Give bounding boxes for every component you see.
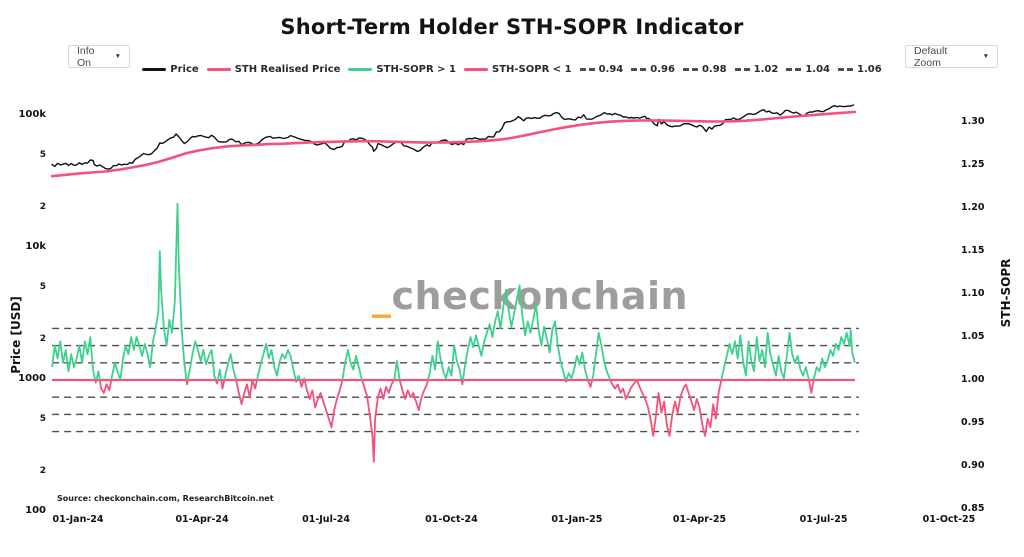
legend-label: 0.96	[650, 64, 675, 75]
left-axis-tick-10k: 10k	[25, 241, 46, 252]
legend-label: 0.94	[598, 64, 624, 75]
right-axis-tick-1.25: 1.25	[961, 159, 985, 170]
left-axis-tick-1000: 1000	[18, 373, 46, 384]
legend-item-0-94[interactable]: 0.94	[579, 64, 624, 75]
legend-dash-swatch	[786, 68, 802, 71]
left-axis-tick-100: 100	[25, 505, 46, 516]
chevron-down-icon: ▼	[114, 53, 121, 60]
legend-item-sth-realised-price[interactable]: STH Realised Price	[206, 64, 341, 75]
left-axis-tick-5: 5	[39, 149, 46, 160]
left-axis-tick-100k: 100k	[18, 109, 46, 120]
right-axis-tick-1.30: 1.30	[961, 116, 985, 127]
watermark-text: checkonchain	[391, 274, 689, 318]
legend-dash-swatch	[682, 68, 698, 71]
sth-realised-price-line	[50, 110, 857, 178]
legend-label: 0.98	[701, 64, 727, 75]
default-zoom-label: Default Zoom	[914, 44, 948, 69]
right-axis-tick-0.90: 0.90	[961, 460, 985, 471]
sopr-guide-gridlines	[52, 327, 859, 433]
x-axis-tick-01-Apr-24: 01-Apr-24	[175, 514, 229, 525]
legend-label: Price	[170, 64, 199, 75]
legend-line-swatch	[464, 68, 488, 71]
price-line	[51, 104, 855, 170]
legend-label: 1.02	[753, 64, 779, 75]
x-axis-tick-01-Oct-24: 01-Oct-24	[425, 514, 478, 525]
right-axis-tick-0.85: 0.85	[961, 503, 985, 514]
legend-line-swatch	[142, 68, 167, 71]
right-axis-tick-0.95: 0.95	[961, 417, 985, 428]
legend-item-sth-sopr-1[interactable]: STH-SOPR < 1	[464, 64, 572, 75]
legend-item-sth-sopr-1[interactable]: STH-SOPR > 1	[348, 64, 456, 75]
right-axis-title: STH-SOPR	[999, 258, 1013, 328]
legend-item-1-02[interactable]: 1.02	[734, 64, 779, 75]
legend-label: 1.04	[805, 64, 831, 75]
chart-legend: Price STH Realised Price STH-SOPR > 1 STH-S…	[0, 64, 1024, 75]
default-zoom-dropdown[interactable]: Default Zoom ▼	[905, 44, 998, 69]
right-axis-tick-1.15: 1.15	[961, 245, 985, 256]
info-on-dropdown[interactable]: Info On ▼	[68, 44, 130, 69]
right-axis-tick-1.05: 1.05	[961, 331, 985, 342]
legend-line-swatch	[348, 68, 373, 71]
x-axis-tick-01-Jul-24: 01-Jul-24	[302, 514, 350, 525]
x-axis-tick-01-Oct-25: 01-Oct-25	[922, 514, 976, 525]
info-on-label: Info On	[77, 44, 95, 69]
checkonchain-watermark: _checkonchain	[372, 277, 688, 315]
right-axis-tick-1.10: 1.10	[961, 288, 985, 299]
legend-label: STH-SOPR > 1	[376, 64, 456, 75]
source-attribution: Source: checkonchain.com, ResearchBitcoi…	[57, 494, 274, 503]
legend-line-swatch	[206, 68, 231, 71]
x-axis-tick-01-Jan-24: 01-Jan-24	[52, 514, 104, 525]
left-axis-tick-5: 5	[39, 413, 46, 424]
legend-item-0-98[interactable]: 0.98	[682, 64, 727, 75]
legend-item-0-96[interactable]: 0.96	[631, 64, 675, 75]
page-title: Short-Term Holder STH-SOPR Indicator	[280, 15, 744, 39]
legend-dash-swatch	[838, 68, 854, 71]
legend-dash-swatch	[734, 68, 750, 71]
x-axis-tick-01-Apr-25: 01-Apr-25	[672, 514, 727, 525]
legend-label: STH Realised Price	[234, 64, 341, 75]
right-axis-tick-1.00: 1.00	[961, 374, 985, 385]
sopr-line-above-one	[51, 202, 856, 380]
legend-dash-swatch	[631, 68, 647, 71]
chevron-down-icon: ▼	[982, 53, 989, 60]
watermark-underscore: _	[372, 274, 392, 318]
x-axis-tick-01-Jul-25: 01-Jul-25	[799, 514, 848, 525]
left-axis-tick-2: 2	[39, 334, 46, 345]
x-axis-tick-01-Jan-25: 01-Jan-25	[551, 514, 603, 525]
left-axis-tick-2: 2	[39, 202, 46, 213]
legend-dash-swatch	[579, 68, 595, 71]
legend-label: 1.06	[857, 64, 882, 75]
legend-item-price[interactable]: Price	[142, 64, 199, 75]
right-axis-tick-1.20: 1.20	[961, 202, 985, 213]
legend-label: STH-SOPR < 1	[492, 64, 572, 75]
legend-item-1-04[interactable]: 1.04	[786, 64, 830, 75]
left-axis-tick-2: 2	[39, 466, 46, 477]
left-axis-tick-5: 5	[39, 281, 46, 292]
legend-item-1-06[interactable]: 1.06	[838, 64, 882, 75]
